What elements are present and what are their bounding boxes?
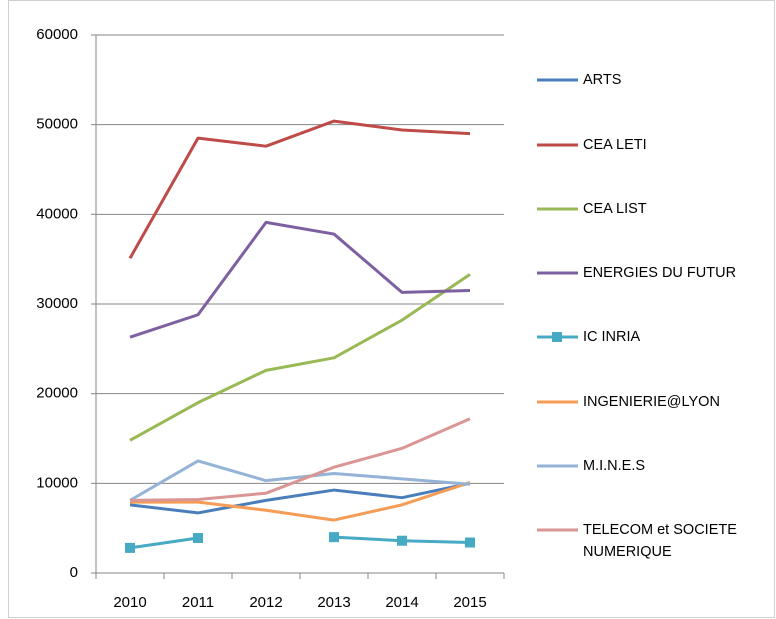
series-line (129, 273, 471, 442)
series-line (128, 119, 471, 260)
legend-label: IC INRIA (583, 329, 641, 345)
legend-label: INGENIERIE@LYON (583, 394, 720, 410)
point-marker (193, 533, 203, 544)
legend-label: ARTS (583, 72, 622, 88)
x-tick-label: 2011 (182, 594, 214, 611)
y-tick-label: 20000 (36, 385, 78, 402)
series-line (129, 481, 471, 515)
series-line (129, 459, 471, 502)
point-marker (465, 537, 475, 548)
y-tick-label: 10000 (36, 474, 78, 491)
y-tick-label: 50000 (36, 116, 78, 133)
x-tick-label: 2010 (113, 594, 146, 611)
x-tick-label: 2012 (249, 594, 282, 611)
y-tick-label: 40000 (36, 205, 78, 222)
point-marker (125, 542, 135, 553)
legend-label: CEA LETI (583, 137, 647, 153)
series-line (129, 535, 471, 550)
chart-border (8, 0, 775, 618)
legend-label: CEA LIST (583, 201, 647, 217)
y-tick-label: 30000 (36, 295, 78, 312)
x-tick-label: 2013 (317, 594, 350, 611)
x-tick-label: 2014 (385, 594, 418, 611)
legend-label: ENERGIES DU FUTUR (583, 265, 737, 281)
series-line (130, 481, 471, 522)
y-tick-label: 60000 (36, 26, 78, 43)
legend-label: TELECOM et SOCIETE NUMERIQUE (583, 522, 737, 560)
legend-label: M.I.N.E.S (583, 458, 646, 474)
y-tick-label: 0 (70, 564, 78, 581)
legend-marker (552, 332, 562, 342)
point-marker (397, 535, 407, 546)
series-line (129, 220, 471, 339)
series-line (129, 417, 471, 502)
point-marker (329, 532, 339, 543)
x-tick-label: 2015 (453, 594, 486, 611)
